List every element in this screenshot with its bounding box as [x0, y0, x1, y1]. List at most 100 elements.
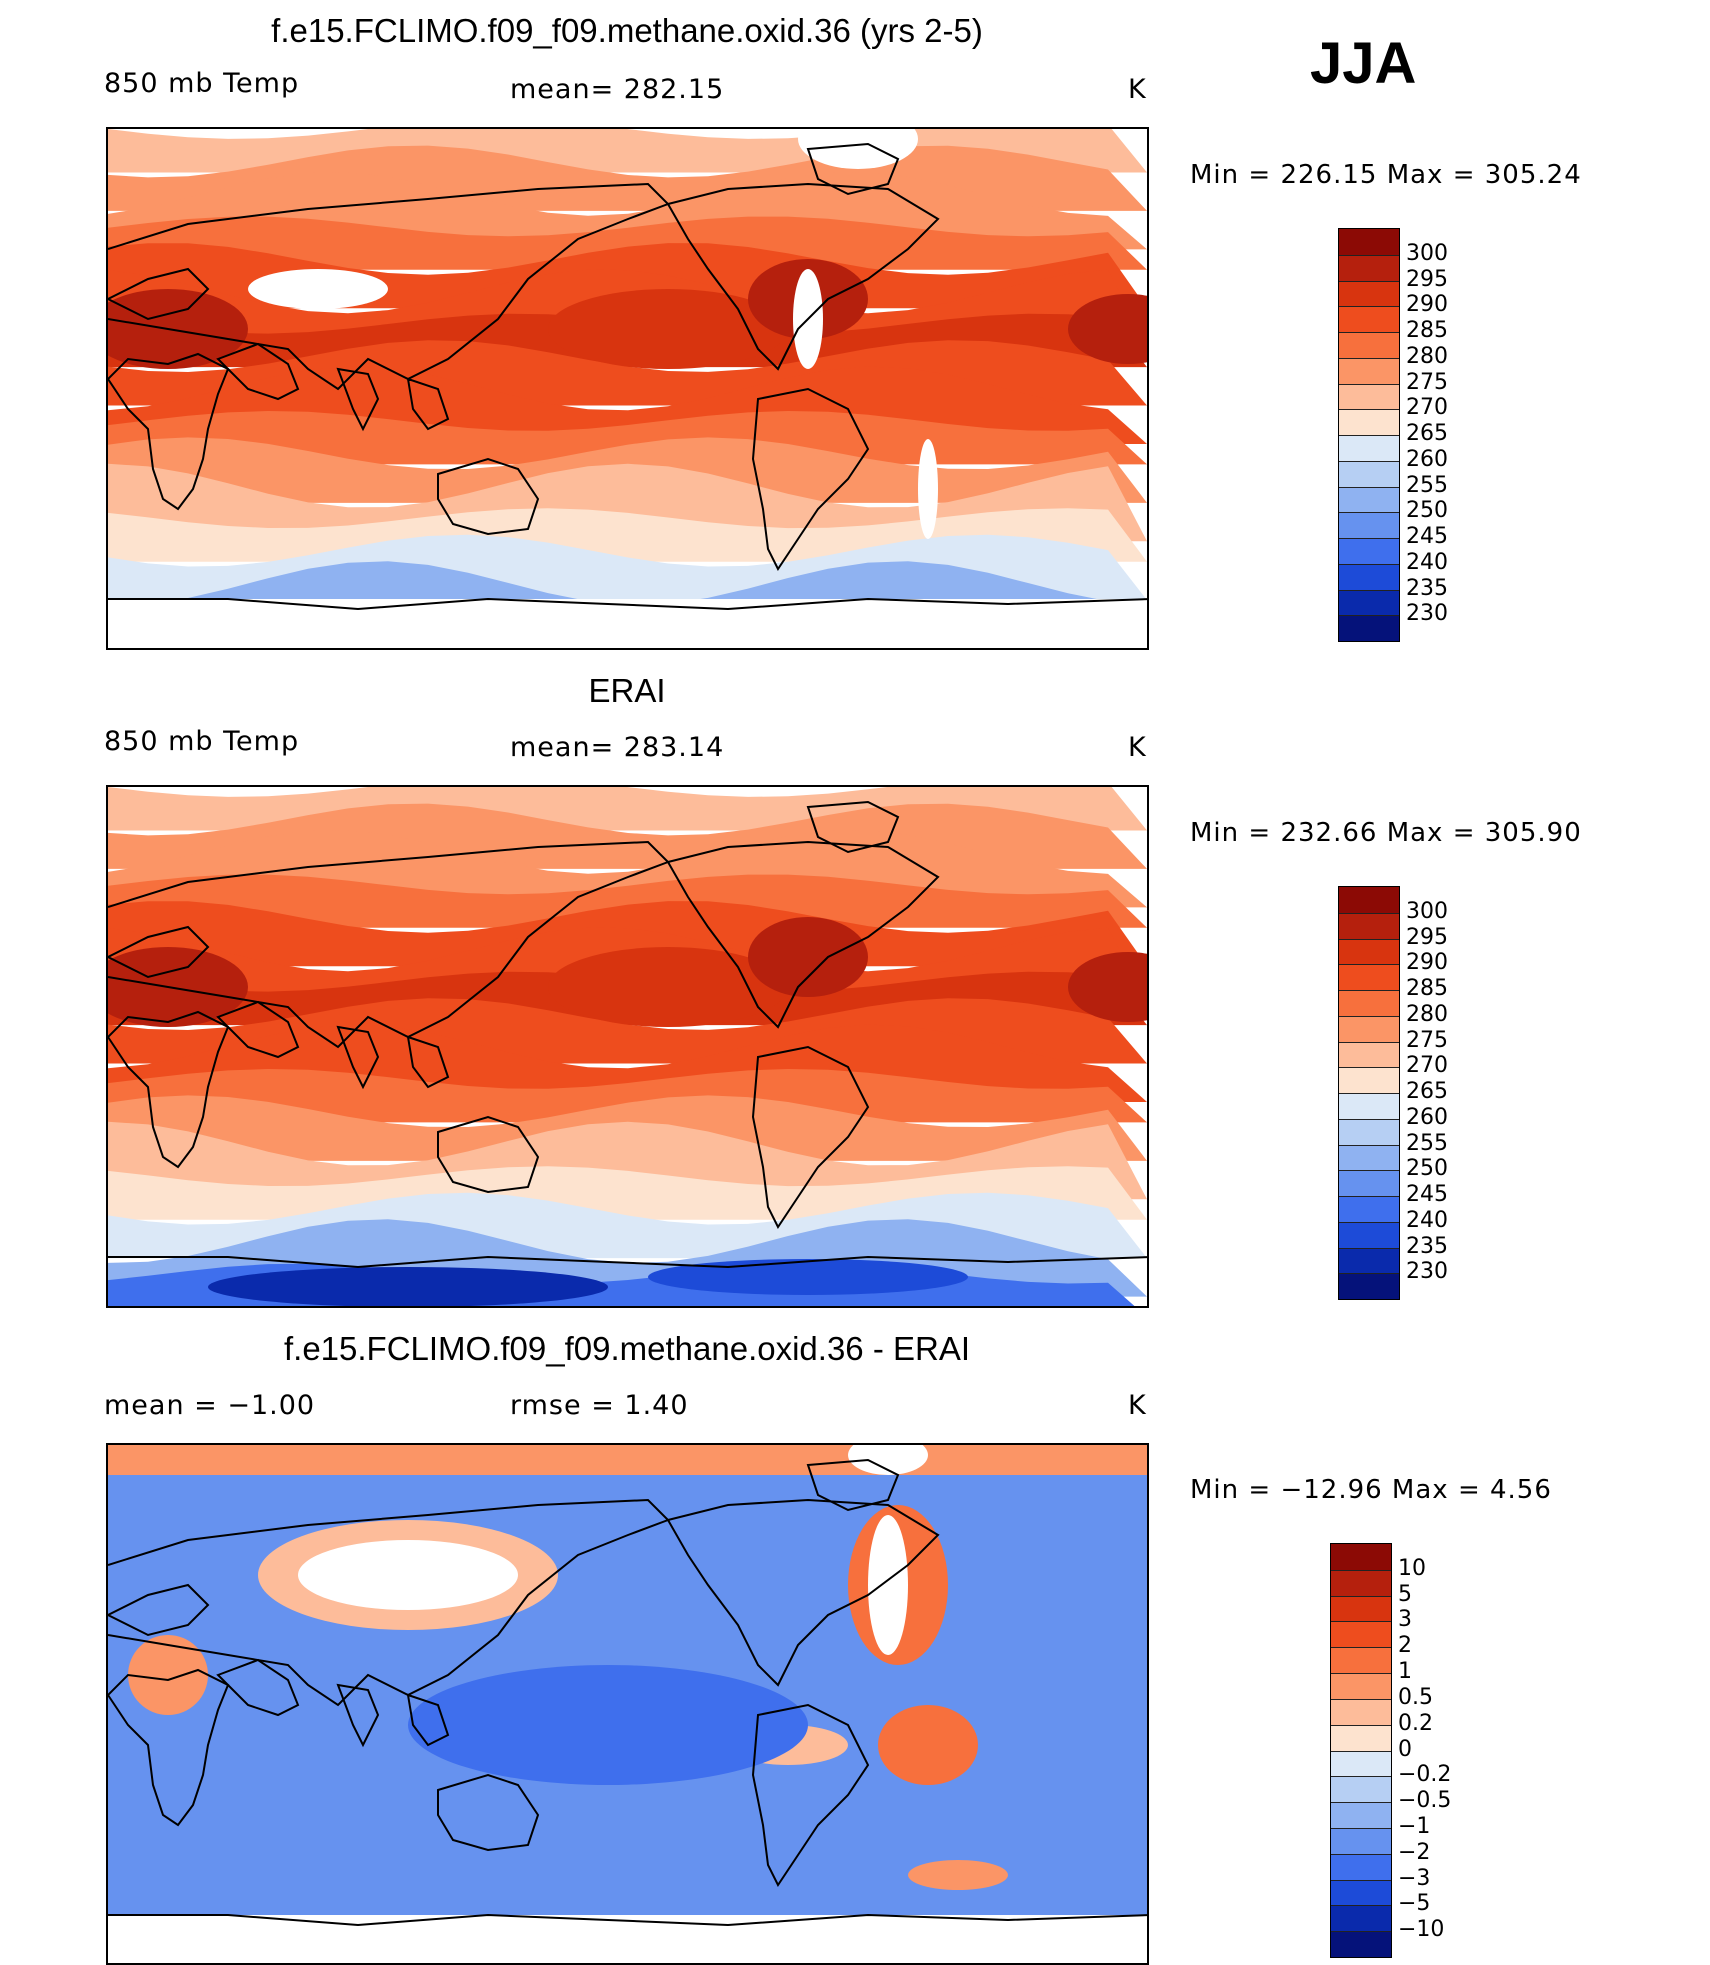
colorbar-swatch: [1339, 887, 1399, 913]
colorbar-swatch: [1331, 1647, 1391, 1674]
colorbar-swatch: [1339, 1170, 1399, 1196]
colorbar-tick-label: 260: [1406, 446, 1448, 472]
colorbar-tick-label: 5: [1398, 1581, 1412, 1607]
panel-3-mean-string: mean = −1.00: [104, 1390, 316, 1421]
colorbar-tick-label: 3: [1398, 1607, 1412, 1633]
panel-2-units: K: [1128, 732, 1147, 763]
season-label: JJA: [1310, 31, 1417, 96]
colorbar-swatch: [1339, 938, 1399, 965]
colorbar-swatch: [1331, 1750, 1391, 1777]
colorbar-swatch: [1331, 1724, 1391, 1751]
panel-1-left-string: 850 mb Temp: [104, 68, 300, 99]
colorbar-tick-label: −10: [1398, 1917, 1445, 1943]
colorbar-tick-label: 0.5: [1398, 1684, 1433, 1710]
colorbar-tick-label: 260: [1406, 1104, 1448, 1130]
panel-3-rmse-string: rmse = 1.40: [510, 1390, 689, 1421]
colorbar-swatch: [1339, 254, 1399, 281]
panel-2-map: [106, 785, 1149, 1308]
colorbar-swatch: [1339, 563, 1399, 590]
colorbar-tick-label: 240: [1406, 549, 1448, 575]
colorbar-tick-label: 235: [1406, 1233, 1448, 1259]
panel-2-title: ERAI: [588, 672, 666, 709]
colorbar-swatch: [1339, 912, 1399, 939]
colorbar-tick-label: 245: [1406, 1182, 1448, 1207]
colorbar-swatch: [1339, 1273, 1399, 1299]
colorbar-swatch: [1339, 1196, 1399, 1222]
panel-2-minmax: Min = 232.66 Max = 305.90: [1190, 818, 1582, 848]
colorbar-tick-label: 250: [1406, 498, 1448, 524]
colorbar-swatch: [1331, 1569, 1391, 1596]
colorbar-tick-label: 2: [1398, 1633, 1412, 1659]
colorbar-swatch: [1331, 1698, 1391, 1725]
colorbar-swatch: [1339, 486, 1399, 513]
colorbar-tick-label: −2: [1398, 1839, 1431, 1865]
colorbar-swatch: [1339, 306, 1399, 332]
colorbar-swatch: [1339, 332, 1399, 358]
colorbar-swatch: [1339, 1041, 1399, 1068]
colorbar-swatch: [1339, 1144, 1399, 1171]
colorbar-swatch: [1331, 1776, 1391, 1803]
colorbar-swatch: [1331, 1595, 1391, 1622]
colorbar-swatch: [1339, 280, 1399, 307]
colorbar-tick-label: 0: [1398, 1736, 1412, 1762]
colorbar-swatch: [1331, 1544, 1391, 1570]
colorbar-swatch: [1339, 1067, 1399, 1093]
colorbar-tick-label: 295: [1406, 924, 1448, 950]
colorbar-swatch: [1331, 1673, 1391, 1699]
colorbar-tick-label: 285: [1406, 318, 1448, 343]
panel-3-minmax: Min = −12.96 Max = 4.56: [1190, 1475, 1552, 1505]
map-field: [108, 787, 1147, 1306]
colorbar-swatch: [1331, 1931, 1391, 1957]
colorbar-tick-label: −0.5: [1398, 1788, 1452, 1814]
colorbar-tick-label: 290: [1406, 950, 1448, 976]
colorbar-tick-label: 245: [1406, 524, 1448, 549]
map-field: [108, 1445, 1147, 1963]
panel-1-colorbar: [1338, 228, 1400, 642]
colorbar-swatch: [1339, 435, 1399, 461]
colorbar-swatch: [1339, 589, 1399, 616]
colorbar-tick-label: −1: [1398, 1813, 1431, 1839]
panel-3-map: [106, 1443, 1149, 1965]
colorbar-swatch: [1339, 1118, 1399, 1145]
colorbar-swatch: [1339, 229, 1399, 255]
panel-1-minmax: Min = 226.15 Max = 305.24: [1190, 160, 1582, 190]
colorbar-tick-label: 290: [1406, 292, 1448, 318]
colorbar-swatch: [1331, 1802, 1391, 1828]
colorbar-tick-label: 265: [1406, 421, 1448, 446]
panel-3-units: K: [1128, 1390, 1147, 1421]
colorbar-swatch: [1339, 538, 1399, 564]
colorbar-tick-label: 270: [1406, 395, 1448, 421]
colorbar-tick-label: −3: [1398, 1865, 1431, 1891]
colorbar-tick-label: 250: [1406, 1156, 1448, 1182]
colorbar-tick-label: 285: [1406, 976, 1448, 1001]
colorbar-tick-label: 265: [1406, 1079, 1448, 1104]
colorbar-swatch: [1339, 357, 1399, 384]
colorbar-tick-label: 270: [1406, 1053, 1448, 1079]
colorbar-swatch: [1339, 1247, 1399, 1274]
colorbar-tick-label: 300: [1406, 240, 1448, 266]
colorbar-tick-label: 300: [1406, 898, 1448, 924]
colorbar-swatch: [1339, 512, 1399, 538]
colorbar-swatch: [1339, 990, 1399, 1016]
panel-3-title: f.e15.FCLIMO.f09_f09.methane.oxid.36 - E…: [283, 1330, 971, 1367]
colorbar-tick-label: 0.2: [1398, 1710, 1433, 1736]
colorbar-swatch: [1339, 460, 1399, 487]
colorbar-swatch: [1331, 1905, 1391, 1932]
colorbar-swatch: [1339, 1221, 1399, 1248]
colorbar-tick-label: 280: [1406, 1001, 1448, 1027]
colorbar-tick-label: −0.2: [1398, 1762, 1452, 1788]
panel-1-map: [106, 127, 1149, 650]
panel-1-center-string: mean= 282.15: [510, 74, 725, 105]
colorbar-tick-label: 255: [1406, 472, 1448, 498]
colorbar-tick-label: −5: [1398, 1891, 1431, 1917]
colorbar-swatch: [1331, 1853, 1391, 1880]
map-field: [108, 129, 1147, 648]
colorbar-tick-label: 235: [1406, 575, 1448, 601]
colorbar-tick-label: 240: [1406, 1207, 1448, 1233]
colorbar-swatch: [1331, 1879, 1391, 1906]
colorbar-tick-label: 295: [1406, 266, 1448, 292]
panel-1-title: f.e15.FCLIMO.f09_f09.methane.oxid.36 (yr…: [271, 12, 983, 49]
panel-2-left-string: 850 mb Temp: [104, 726, 300, 757]
colorbar-swatch: [1331, 1827, 1391, 1854]
colorbar-tick-label: 280: [1406, 343, 1448, 369]
